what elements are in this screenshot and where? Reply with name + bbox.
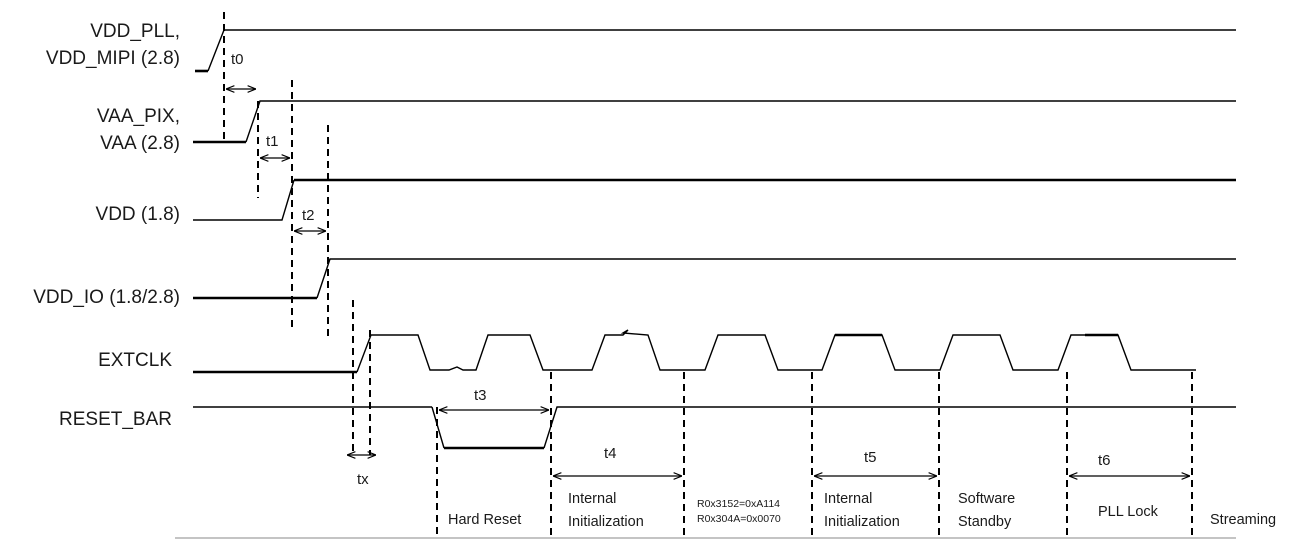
phase-internal-init-2-line2: Initialization	[824, 514, 900, 530]
reset-bar-label: RESET_BAR	[59, 409, 172, 430]
vaa-pix-label-line2: VAA (2.8)	[100, 133, 180, 154]
register-write-2: R0x304A=0x0070	[697, 513, 781, 525]
t1-label: t1	[266, 133, 279, 150]
extclk-trace	[356, 329, 1196, 373]
vdd-pll-label-line1: VDD_PLL,	[90, 21, 180, 42]
phase-software-standby-line1: Software	[958, 491, 1015, 507]
phase-pll-lock: PLL Lock	[1098, 504, 1159, 520]
reset-bar-trace-edges	[431, 406, 1236, 449]
tx-label: tx	[357, 471, 369, 488]
extclk-label: EXTCLK	[98, 350, 172, 371]
vdd-io-trace	[316, 258, 1236, 299]
vaa-pix-trace	[245, 100, 1236, 143]
t6-label: t6	[1098, 452, 1111, 469]
t5-label: t5	[864, 449, 877, 466]
vdd-pll-trace	[207, 29, 1236, 72]
phase-internal-init-1-line1: Internal	[568, 491, 616, 507]
phase-hard-reset: Hard Reset	[448, 512, 521, 528]
vdd-trace-low	[193, 179, 295, 221]
vdd-pll-label-line2: VDD_MIPI (2.8)	[46, 48, 180, 69]
phase-streaming: Streaming	[1210, 512, 1276, 528]
vaa-pix-label-line1: VAA_PIX,	[97, 106, 180, 127]
t0-label: t0	[231, 51, 244, 68]
phase-internal-init-1-line2: Initialization	[568, 514, 644, 530]
t4-label: t4	[604, 445, 617, 462]
t2-label: t2	[302, 207, 315, 224]
phase-software-standby-line2: Standby	[958, 514, 1012, 530]
vdd-label: VDD (1.8)	[96, 204, 180, 225]
t3-label: t3	[474, 387, 487, 404]
register-write-1: R0x3152=0xA114	[697, 498, 780, 510]
phase-internal-init-2-line1: Internal	[824, 491, 872, 507]
vdd-io-label: VDD_IO (1.8/2.8)	[33, 287, 180, 308]
